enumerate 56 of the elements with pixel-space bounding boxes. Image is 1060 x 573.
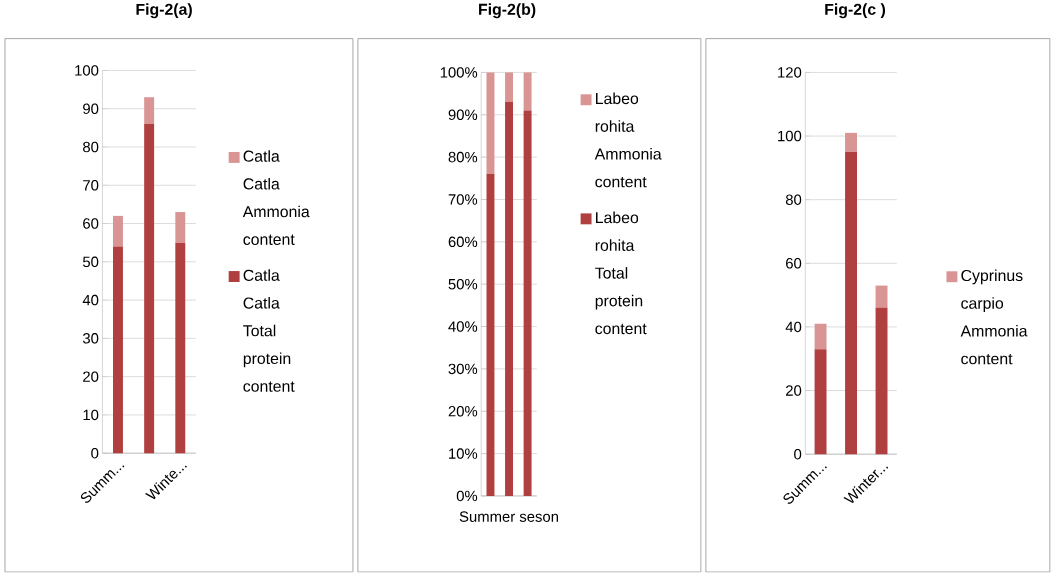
y-tick-label: 100% [440,67,478,78]
y-tick-label: 80 [785,194,802,206]
bar [144,124,155,454]
y-tick-label: 80% [448,152,478,163]
bar [113,216,123,247]
y-tick-label: 60 [786,258,802,269]
bar [875,285,888,309]
bar [845,152,857,455]
y-tick-label: 20 [83,371,99,383]
y-tick-label: 30% [448,363,478,375]
y-tick-label: 0 [91,448,99,459]
y-tick-label: 120 [778,67,802,78]
y-tick-label: 70% [448,194,478,205]
y-tick-label: 90% [448,109,478,121]
y-tick-label: 60% [448,236,478,248]
y-tick-label: 10% [449,448,478,460]
y-tick-label: 30 [82,333,99,344]
chart-title: Fig-2(b) [479,3,536,19]
legend-label: Cyprinus carpio Ammonia content [960,269,1028,365]
bar [814,324,827,350]
y-tick-label: 20% [448,406,478,417]
bar [523,72,532,111]
x-tick-label: Summer seson [459,511,558,523]
y-tick-label: 90 [83,103,99,115]
y-tick-label: 40 [785,321,802,333]
y-tick-label: 100 [75,65,99,76]
y-tick-label: 10 [83,409,99,421]
bar [814,349,827,455]
y-tick-label: 100 [778,131,802,142]
legend-label: Catla Catla Total protein content [243,269,295,393]
bar [175,212,186,243]
y-tick-label: 40% [448,321,478,333]
y-tick-label: 40 [82,295,99,306]
y-tick-label: 50% [448,279,478,290]
y-tick-label: 70 [83,180,99,191]
bar [523,110,532,497]
bar [113,246,123,454]
bar [144,97,155,125]
y-tick-label: 80 [83,141,99,153]
y-tick-label: 0 [794,449,802,460]
y-tick-label: 0% [456,490,478,502]
legend-label: Labeo rohita Ammonia content [594,92,662,188]
legend-label: Labeo rohita Total protein content [595,211,647,335]
bar [486,72,495,175]
bar [875,308,888,455]
chart-title: Fig-2(a) [136,3,192,19]
bar [486,174,495,497]
y-tick-label: 20 [786,385,802,397]
y-tick-label: 60 [83,218,99,230]
bar [505,72,514,103]
bar [845,133,857,153]
y-tick-label: 50 [82,256,99,268]
bar [175,242,186,454]
bar [505,102,514,497]
legend-label: Catla Catla Ammonia content [242,150,310,246]
chart-title: Fig-2(c ) [825,3,886,19]
